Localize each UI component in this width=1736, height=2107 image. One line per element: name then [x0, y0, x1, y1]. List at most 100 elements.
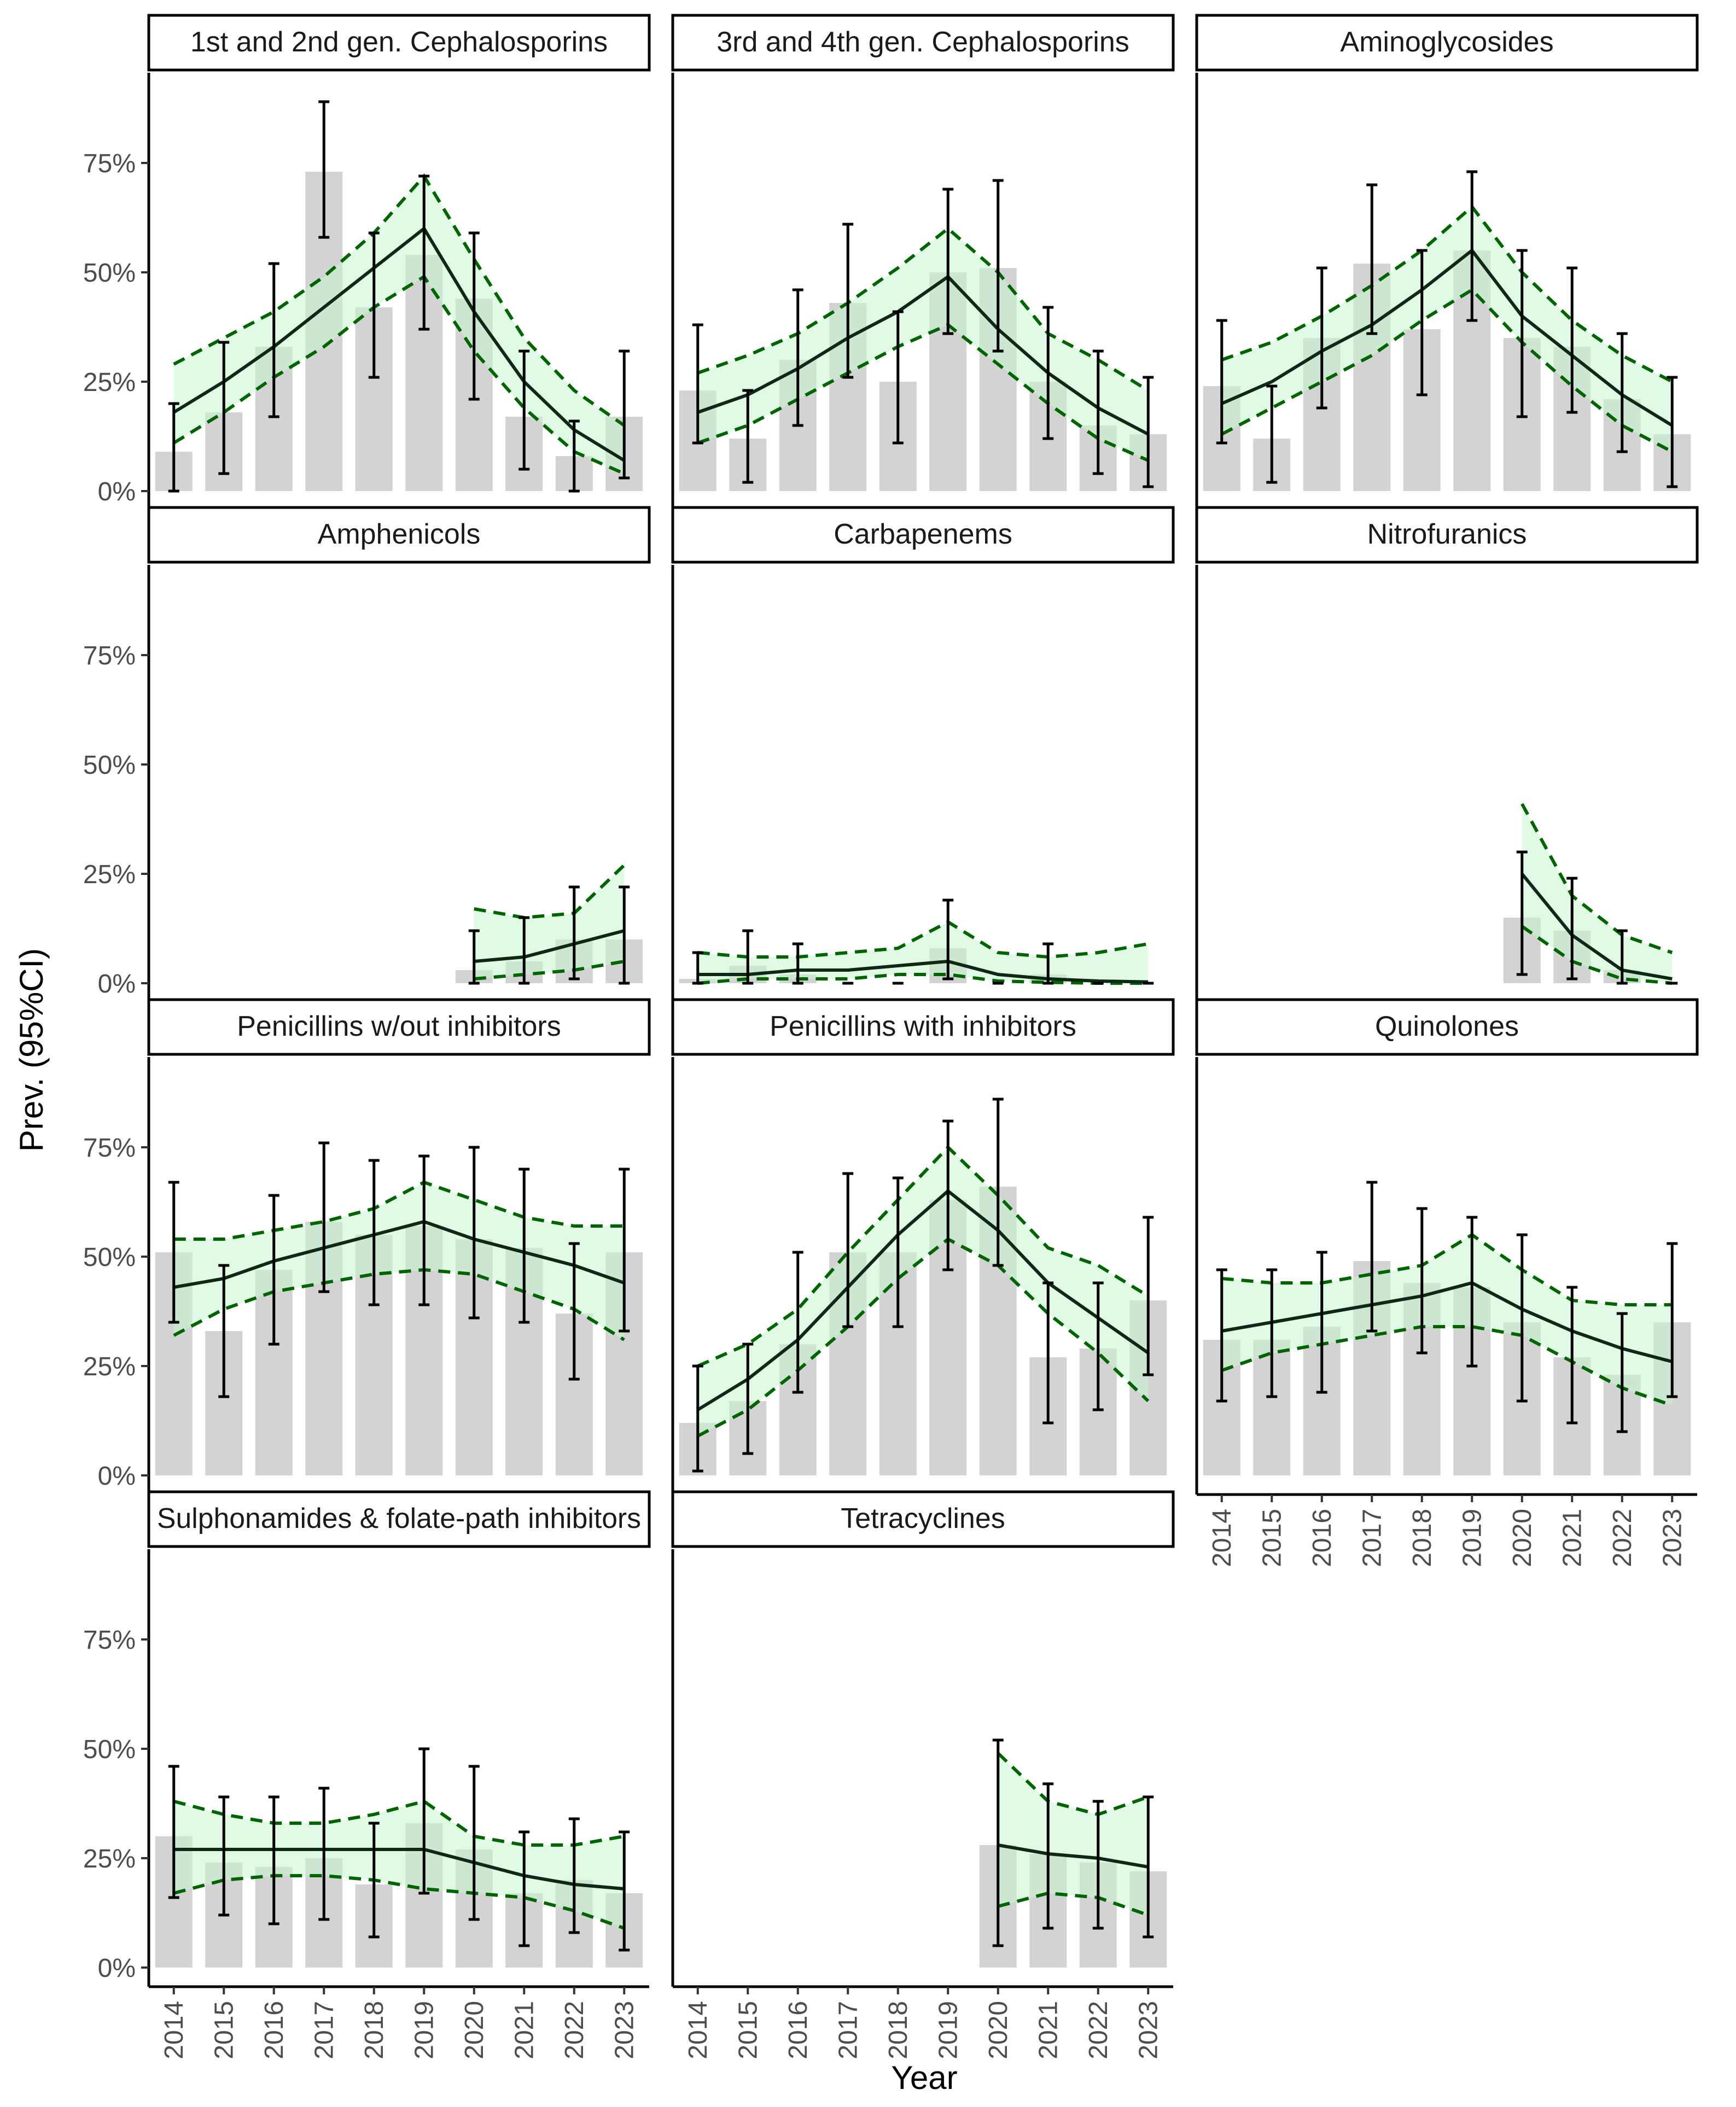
panel-3: Aminoglycosides	[1195, 14, 1699, 510]
panel-10-x-tick-label-2023: 2023	[610, 2001, 639, 2059]
panel-7-estimate-line	[173, 1219, 625, 1289]
panel-7-errorbar-2018	[368, 1159, 380, 1306]
panel-10-x-tick-label-2019: 2019	[410, 2001, 439, 2059]
panel-7-errorbar-2015	[218, 1264, 230, 1398]
panel-6-ci-ribbon	[1522, 804, 1673, 983]
panel-3-errorbar-2022	[1616, 332, 1628, 453]
panel-3-ci-upper-line	[1221, 204, 1673, 383]
panel-2-ci-upper-line	[697, 226, 1149, 392]
panel-1-y-tick-label-0: 0%	[98, 477, 136, 506]
panel-10-errorbar-2020	[468, 1765, 480, 1921]
panel-2-errorbar-2015	[742, 389, 754, 484]
panel-10-y-tick-label-0: 0%	[98, 1954, 136, 1983]
panel-9-x-tick-label-2014: 2014	[1208, 1509, 1237, 1567]
panel-4-ci-lower-line	[474, 960, 625, 980]
facet-panels: 1st and 2nd gen. Cephalosporins 0% 25% 50% 7…	[83, 14, 1699, 2059]
panel-7-ci-lower-line	[173, 1268, 625, 1341]
panel-8-errorbar-2014	[692, 1364, 703, 1473]
panel-11: Tetracyclines 2014 2015 2016 2017 2018 2019 202…	[671, 1490, 1175, 2059]
panel-10-errorbar-2023	[619, 1830, 630, 1952]
panel-10-x-tick-label-2016: 2016	[260, 2001, 289, 2059]
panel-2-errorbar-2017	[842, 223, 854, 379]
panel-11-x-tick-label-2015: 2015	[733, 2001, 762, 2059]
panel-7-errorbar-2022	[568, 1242, 580, 1381]
panel-8: Penicillins with inhibitors	[671, 998, 1175, 1495]
panel-2-ci-lower-line	[697, 323, 1149, 462]
panel-4-strip	[147, 506, 651, 564]
panel-11-errorbar-2023	[1143, 1795, 1154, 1939]
panel-1-errorbar-2019	[418, 174, 430, 331]
panel-6-errorbar-2021	[1566, 877, 1578, 980]
panel-9-errorbar-2017	[1366, 1181, 1378, 1333]
panel-11-estimate-line	[998, 1843, 1149, 1869]
panel-7-y-tick-label-50: 50%	[83, 1243, 136, 1272]
panel-10: Sulphonamides & folate-path inhibitors 0%…	[83, 1490, 651, 2059]
panel-2-title: 3rd and 4th gen. Cephalosporins	[716, 26, 1129, 58]
panel-11-x-tick-label-2020: 2020	[984, 2001, 1013, 2059]
panel-10-errorbar-2018	[368, 1822, 380, 1939]
panel-11-errorbar-2020	[992, 1738, 1004, 1947]
panel-9-x-tick-label-2021: 2021	[1558, 1509, 1587, 1567]
panel-10-strip	[147, 1490, 651, 1548]
panel-1-ci-upper-line	[173, 173, 625, 427]
panel-7-errorbar-2014	[168, 1181, 179, 1324]
panel-7-ci-ribbon	[173, 1182, 625, 1340]
panel-10-x-tick-label-2022: 2022	[560, 2001, 589, 2059]
panel-3-errorbar-2015	[1266, 384, 1278, 484]
panel-8-title: Penicillins with inhibitors	[770, 1011, 1076, 1042]
panel-3-errorbar-2016	[1316, 266, 1327, 410]
panel-8-errorbar-2015	[742, 1343, 754, 1455]
panel-10-y-tick-label-75: 75%	[83, 1626, 136, 1655]
panel-8-strip	[671, 998, 1175, 1056]
panel-10-x-tick-label-2018: 2018	[360, 2001, 389, 2059]
panel-3-errorbar-2017	[1366, 183, 1378, 335]
panel-7-errorbar-2020	[468, 1146, 480, 1320]
panel-9-x-tick-label-2018: 2018	[1408, 1509, 1437, 1567]
panel-6-strip	[1195, 506, 1699, 564]
panel-9-ci-ribbon	[1221, 1235, 1673, 1405]
panel-10-y-tick-label-50: 50%	[83, 1735, 136, 1764]
panel-7-errorbar-2019	[418, 1154, 430, 1306]
panel-10-x-tick-label-2017: 2017	[310, 2001, 339, 2059]
panel-9-x-tick-label-2022: 2022	[1608, 1509, 1637, 1567]
panel-2-errorbar-2019	[942, 188, 954, 335]
panel-9-title: Quinolones	[1375, 1011, 1519, 1042]
panel-4-title: Amphenicols	[318, 518, 481, 550]
panel-3-errorbar-2019	[1466, 170, 1478, 322]
panel-10-errorbar-2016	[268, 1795, 279, 1925]
panel-7-strip	[147, 998, 651, 1056]
panel-1-ci-lower-line	[173, 274, 625, 475]
panel-9-x-tick-label-2016: 2016	[1308, 1509, 1337, 1567]
panel-2-errorbar-2016	[792, 288, 803, 427]
panel-1-errorbar-2020	[468, 231, 480, 401]
panel-1-errorbar-2022	[568, 419, 580, 493]
panel-9-errorbar-2018	[1416, 1207, 1428, 1355]
panel-2-ci-ribbon	[697, 229, 1149, 460]
panel-10-y-tick-label-25: 25%	[83, 1845, 136, 1873]
panel-4-y-tick-label-0: 0%	[98, 970, 136, 999]
panel-5-ci-ribbon	[697, 922, 1149, 983]
panel-5-errorbar-2015	[742, 929, 754, 985]
panel-11-x-tick-label-2017: 2017	[834, 2001, 863, 2059]
panel-4-estimate-line	[474, 929, 625, 963]
panel-9-errorbar-2014	[1216, 1268, 1227, 1403]
panel-11-ci-ribbon	[998, 1753, 1149, 1915]
panel-1-y-tick-label-25: 25%	[83, 368, 136, 397]
panel-4: Amphenicols 0% 25% 50% 75%	[83, 506, 651, 1002]
panel-3-estimate-line	[1221, 248, 1673, 427]
panel-1-strip	[147, 14, 651, 72]
panel-1-y-tick-label-75: 75%	[83, 149, 136, 178]
panel-1-y-tick-label-50: 50%	[83, 259, 136, 288]
panel-2-errorbar-2022	[1092, 349, 1104, 475]
panel-11-x-tick-label-2016: 2016	[784, 2001, 813, 2059]
panel-8-errorbar-2021	[1042, 1281, 1054, 1425]
panel-11-x-tick-label-2019: 2019	[934, 2001, 963, 2059]
panel-1-errorbar-2023	[619, 349, 630, 480]
panel-11-x-tick-label-2018: 2018	[884, 2001, 913, 2059]
panel-7-y-tick-label-0: 0%	[98, 1462, 136, 1491]
panel-9-errorbar-2023	[1667, 1242, 1678, 1398]
panel-8-errorbar-2016	[792, 1251, 803, 1394]
panel-10-x-tick-label-2020: 2020	[460, 2001, 489, 2059]
panel-10-x-tick-label-2014: 2014	[160, 2001, 189, 2059]
